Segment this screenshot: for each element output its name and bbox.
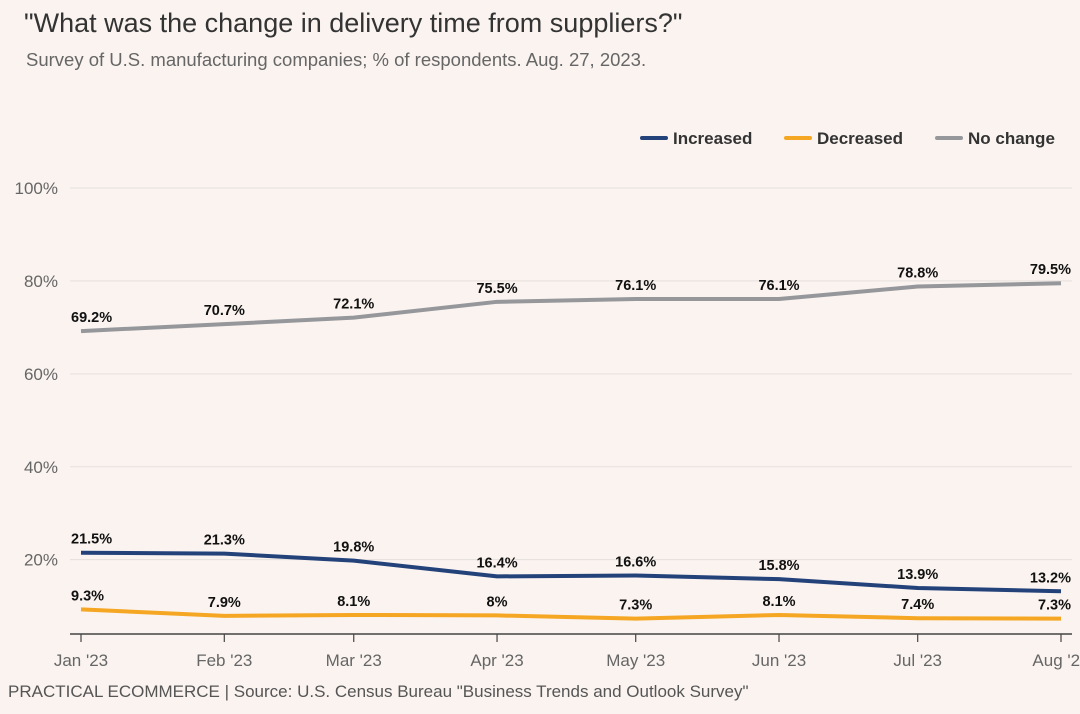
x-tick-label: Aug '23	[1032, 651, 1080, 670]
data-label: 16.4%	[476, 555, 517, 571]
data-label: 7.3%	[619, 598, 652, 614]
data-label: 7.9%	[208, 595, 241, 611]
data-label: 21.5%	[71, 532, 112, 548]
x-tick-label: Feb '23	[196, 651, 252, 670]
data-label: 19.8%	[333, 540, 374, 556]
x-tick-label: Apr '23	[470, 651, 523, 670]
data-label: 9.3%	[71, 588, 104, 604]
data-label: 21.3%	[204, 533, 245, 549]
data-label: 13.9%	[897, 567, 938, 583]
data-label: 69.2%	[71, 310, 112, 326]
data-label: 15.8%	[758, 558, 799, 574]
data-label: 76.1%	[758, 278, 799, 294]
chart-subtitle: Survey of U.S. manufacturing companies; …	[26, 49, 647, 70]
data-label: 7.3%	[1038, 598, 1071, 614]
x-tick-label: May '23	[606, 651, 665, 670]
y-tick-label: 20%	[24, 551, 58, 570]
data-label: 76.1%	[615, 278, 656, 294]
x-tick-label: Jun '23	[752, 651, 806, 670]
y-tick-label: 40%	[24, 458, 58, 477]
data-label: 70.7%	[204, 303, 245, 319]
x-tick-label: Jan '23	[54, 651, 108, 670]
data-label: 78.8%	[897, 265, 938, 281]
chart-title: "What was the change in delivery time fr…	[24, 8, 683, 38]
legend-label: Decreased	[817, 129, 903, 148]
data-label: 13.2%	[1030, 570, 1071, 586]
data-label: 8.1%	[337, 594, 370, 610]
source-footer: PRACTICAL ECOMMERCE | Source: U.S. Censu…	[8, 682, 749, 701]
data-label: 8%	[487, 594, 508, 610]
y-tick-label: 100%	[15, 179, 58, 198]
data-label: 8.1%	[762, 594, 795, 610]
series-line-increased	[80, 550, 1062, 594]
series-line-decreased	[80, 607, 1062, 621]
data-label: 72.1%	[333, 297, 374, 313]
data-label: 16.6%	[615, 554, 656, 570]
data-label: 7.4%	[901, 597, 934, 613]
series-line-no-change	[80, 281, 1062, 334]
legend-label: Increased	[673, 129, 752, 148]
x-tick-label: Jul '23	[893, 651, 942, 670]
data-label: 75.5%	[476, 281, 517, 297]
data-label: 79.5%	[1030, 262, 1071, 278]
legend-label: No change	[968, 129, 1055, 148]
y-tick-label: 80%	[24, 272, 58, 291]
y-tick-label: 60%	[24, 365, 58, 384]
x-tick-label: Mar '23	[326, 651, 382, 670]
